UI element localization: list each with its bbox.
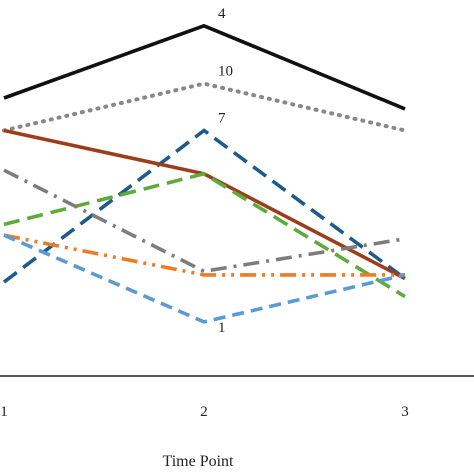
series-line-8 (3, 233, 406, 324)
series-line-5 (3, 171, 406, 299)
series-label-3: 7 (218, 111, 226, 127)
series-layer (2, 23, 407, 324)
x-axis-title: Time Point (163, 453, 235, 470)
series-label-8: 1 (218, 320, 226, 336)
series-labels: 4 10 7 1 (218, 6, 233, 336)
x-tick-label-1: 1 (0, 404, 8, 420)
series-line-7 (3, 233, 405, 277)
series-line-6 (3, 168, 406, 274)
series-label-1: 4 (218, 6, 226, 22)
series-label-2: 10 (218, 64, 233, 80)
x-tick-labels: 1 2 3 (0, 404, 409, 420)
series-line-1 (3, 23, 406, 111)
series-line-4 (3, 128, 406, 281)
x-tick-label-3: 3 (401, 404, 409, 420)
series-line-2 (2, 81, 407, 133)
series-line-3 (2, 128, 407, 284)
x-tick-label-2: 2 (200, 404, 208, 420)
